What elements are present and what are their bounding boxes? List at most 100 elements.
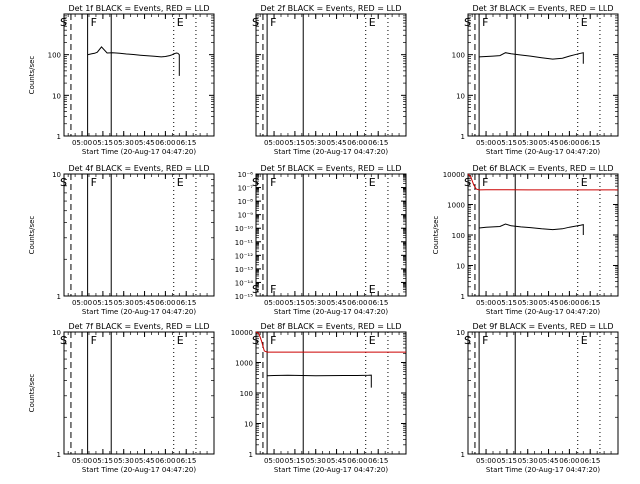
plot-frame <box>467 13 619 137</box>
y-tick-label: 1 <box>461 133 465 141</box>
chart-title: Det 7f BLACK = Events, RED = LLD <box>68 322 209 331</box>
y-tick-label: 10⁻¹⁴ <box>235 279 253 287</box>
y-tick-label: 10 <box>456 92 465 100</box>
y-tick-label: 10000 <box>443 171 465 179</box>
x-tick-label: 06:00 <box>347 457 367 465</box>
y-tick-label: 1000 <box>235 360 253 368</box>
y-tick-label: 10⁻⁶ <box>238 171 254 179</box>
lld-series-line <box>467 173 618 191</box>
y-tick-label: 100 <box>452 52 465 60</box>
y-tick-label: 100 <box>240 390 253 398</box>
x-tick-label: 05:00 <box>72 299 92 307</box>
x-axis-label: Start Time (20-Aug-17 04:47:20) <box>274 466 388 474</box>
plot-frame <box>63 173 215 297</box>
marker-label-f: F <box>270 283 276 296</box>
x-tick-label: 06:00 <box>559 139 579 147</box>
x-tick-label: 06:00 <box>559 457 579 465</box>
x-tick-label: 06:15 <box>176 457 196 465</box>
marker-label-f: F <box>91 334 97 347</box>
events-series-line <box>479 223 584 235</box>
x-axis-label: Start Time (20-Aug-17 04:47:20) <box>486 466 600 474</box>
y-tick-label: 10 <box>52 92 61 100</box>
x-tick-label: 05:30 <box>114 139 134 147</box>
x-axis-label: Start Time (20-Aug-17 04:47:20) <box>274 308 388 316</box>
chart-title: Det 9f BLACK = Events, RED = LLD <box>472 322 613 331</box>
chart-title: Det 1f BLACK = Events, RED = LLD <box>68 4 209 13</box>
marker-label-f: F <box>91 176 97 189</box>
y-tick-label: 10 <box>52 329 61 337</box>
marker-label-e: E <box>369 176 376 189</box>
plot-frame <box>63 331 215 455</box>
marker-label-s: S <box>60 176 67 189</box>
y-axis-label: Counts/sec <box>28 374 36 413</box>
events-series-line <box>87 46 180 76</box>
marker-label-s: S <box>252 176 259 189</box>
marker-label-f: F <box>270 176 276 189</box>
y-tick-label: 10 <box>456 263 465 271</box>
y-tick-label: 10 <box>456 329 465 337</box>
x-tick-label: 05:15 <box>93 299 113 307</box>
x-tick-label: 05:00 <box>72 457 92 465</box>
x-tick-label: 06:00 <box>347 139 367 147</box>
y-tick-label: 10⁻¹² <box>235 252 253 260</box>
y-tick-label: 1 <box>57 133 61 141</box>
plot-frame <box>63 13 215 137</box>
x-tick-label: 06:15 <box>368 139 388 147</box>
chart-panel-4: Det 4f BLACK = Events, RED = LLD Counts/s… <box>28 164 215 316</box>
x-tick-label: 05:30 <box>518 457 538 465</box>
chart-title: Det 4f BLACK = Events, RED = LLD <box>68 164 209 173</box>
x-axis-label: Start Time (20-Aug-17 04:47:20) <box>486 148 600 156</box>
x-tick-label: 05:15 <box>497 299 517 307</box>
plot-frame <box>467 331 619 455</box>
marker-label-e: E <box>581 16 588 29</box>
y-tick-label: 1 <box>57 293 61 301</box>
x-tick-label: 05:30 <box>114 457 134 465</box>
x-tick-label: 05:15 <box>93 457 113 465</box>
x-tick-label: 05:00 <box>264 139 284 147</box>
plot-frame <box>255 331 407 455</box>
x-tick-label: 05:45 <box>538 457 558 465</box>
marker-label-s: S <box>60 16 67 29</box>
y-axis-label: Counts/sec <box>28 56 36 95</box>
x-tick-label: 05:15 <box>285 139 305 147</box>
y-axis-label: Counts/sec <box>432 216 440 255</box>
y-tick-label: 1 <box>461 451 465 459</box>
y-tick-label: 10⁻¹⁰ <box>235 225 253 233</box>
marker-label-s: S <box>464 334 471 347</box>
plot-frame <box>467 173 619 297</box>
marker-label-s: S <box>464 16 471 29</box>
x-tick-label: 06:15 <box>176 299 196 307</box>
x-tick-label: 06:15 <box>368 457 388 465</box>
y-tick-label: 1 <box>461 293 465 301</box>
y-tick-label: 100 <box>452 232 465 240</box>
x-tick-label: 05:00 <box>264 299 284 307</box>
marker-label-s: S <box>252 334 259 347</box>
x-tick-label: 05:30 <box>306 457 326 465</box>
x-axis-label: Start Time (20-Aug-17 04:47:20) <box>82 148 196 156</box>
y-tick-label: 1 <box>57 451 61 459</box>
x-tick-label: 06:15 <box>580 139 600 147</box>
x-tick-label: 05:30 <box>518 299 538 307</box>
x-tick-label: 05:15 <box>497 139 517 147</box>
chart-panel-6: Det 6f BLACK = Events, RED = LLD Counts/s… <box>432 164 619 316</box>
marker-label-f: F <box>91 16 97 29</box>
x-axis-label: Start Time (20-Aug-17 04:47:20) <box>274 148 388 156</box>
x-tick-label: 05:30 <box>114 299 134 307</box>
x-tick-label: 05:00 <box>476 139 496 147</box>
x-tick-label: 06:15 <box>580 299 600 307</box>
marker-label-e: E <box>581 334 588 347</box>
marker-label-e: E <box>177 176 184 189</box>
marker-label-f: F <box>482 176 488 189</box>
y-tick-label: 10⁻⁸ <box>238 198 254 206</box>
x-tick-label: 05:00 <box>264 457 284 465</box>
y-tick-label: 1 <box>249 451 253 459</box>
x-tick-label: 06:00 <box>559 299 579 307</box>
events-series-line <box>479 52 584 64</box>
y-tick-label: 10000 <box>231 329 253 337</box>
x-tick-label: 05:45 <box>538 139 558 147</box>
marker-label-e: E <box>177 334 184 347</box>
chart-panel-3: Det 3f BLACK = Events, RED = LLD 1 10 100 05… <box>452 4 619 156</box>
chart-title: Det 8f BLACK = Events, RED = LLD <box>260 322 401 331</box>
